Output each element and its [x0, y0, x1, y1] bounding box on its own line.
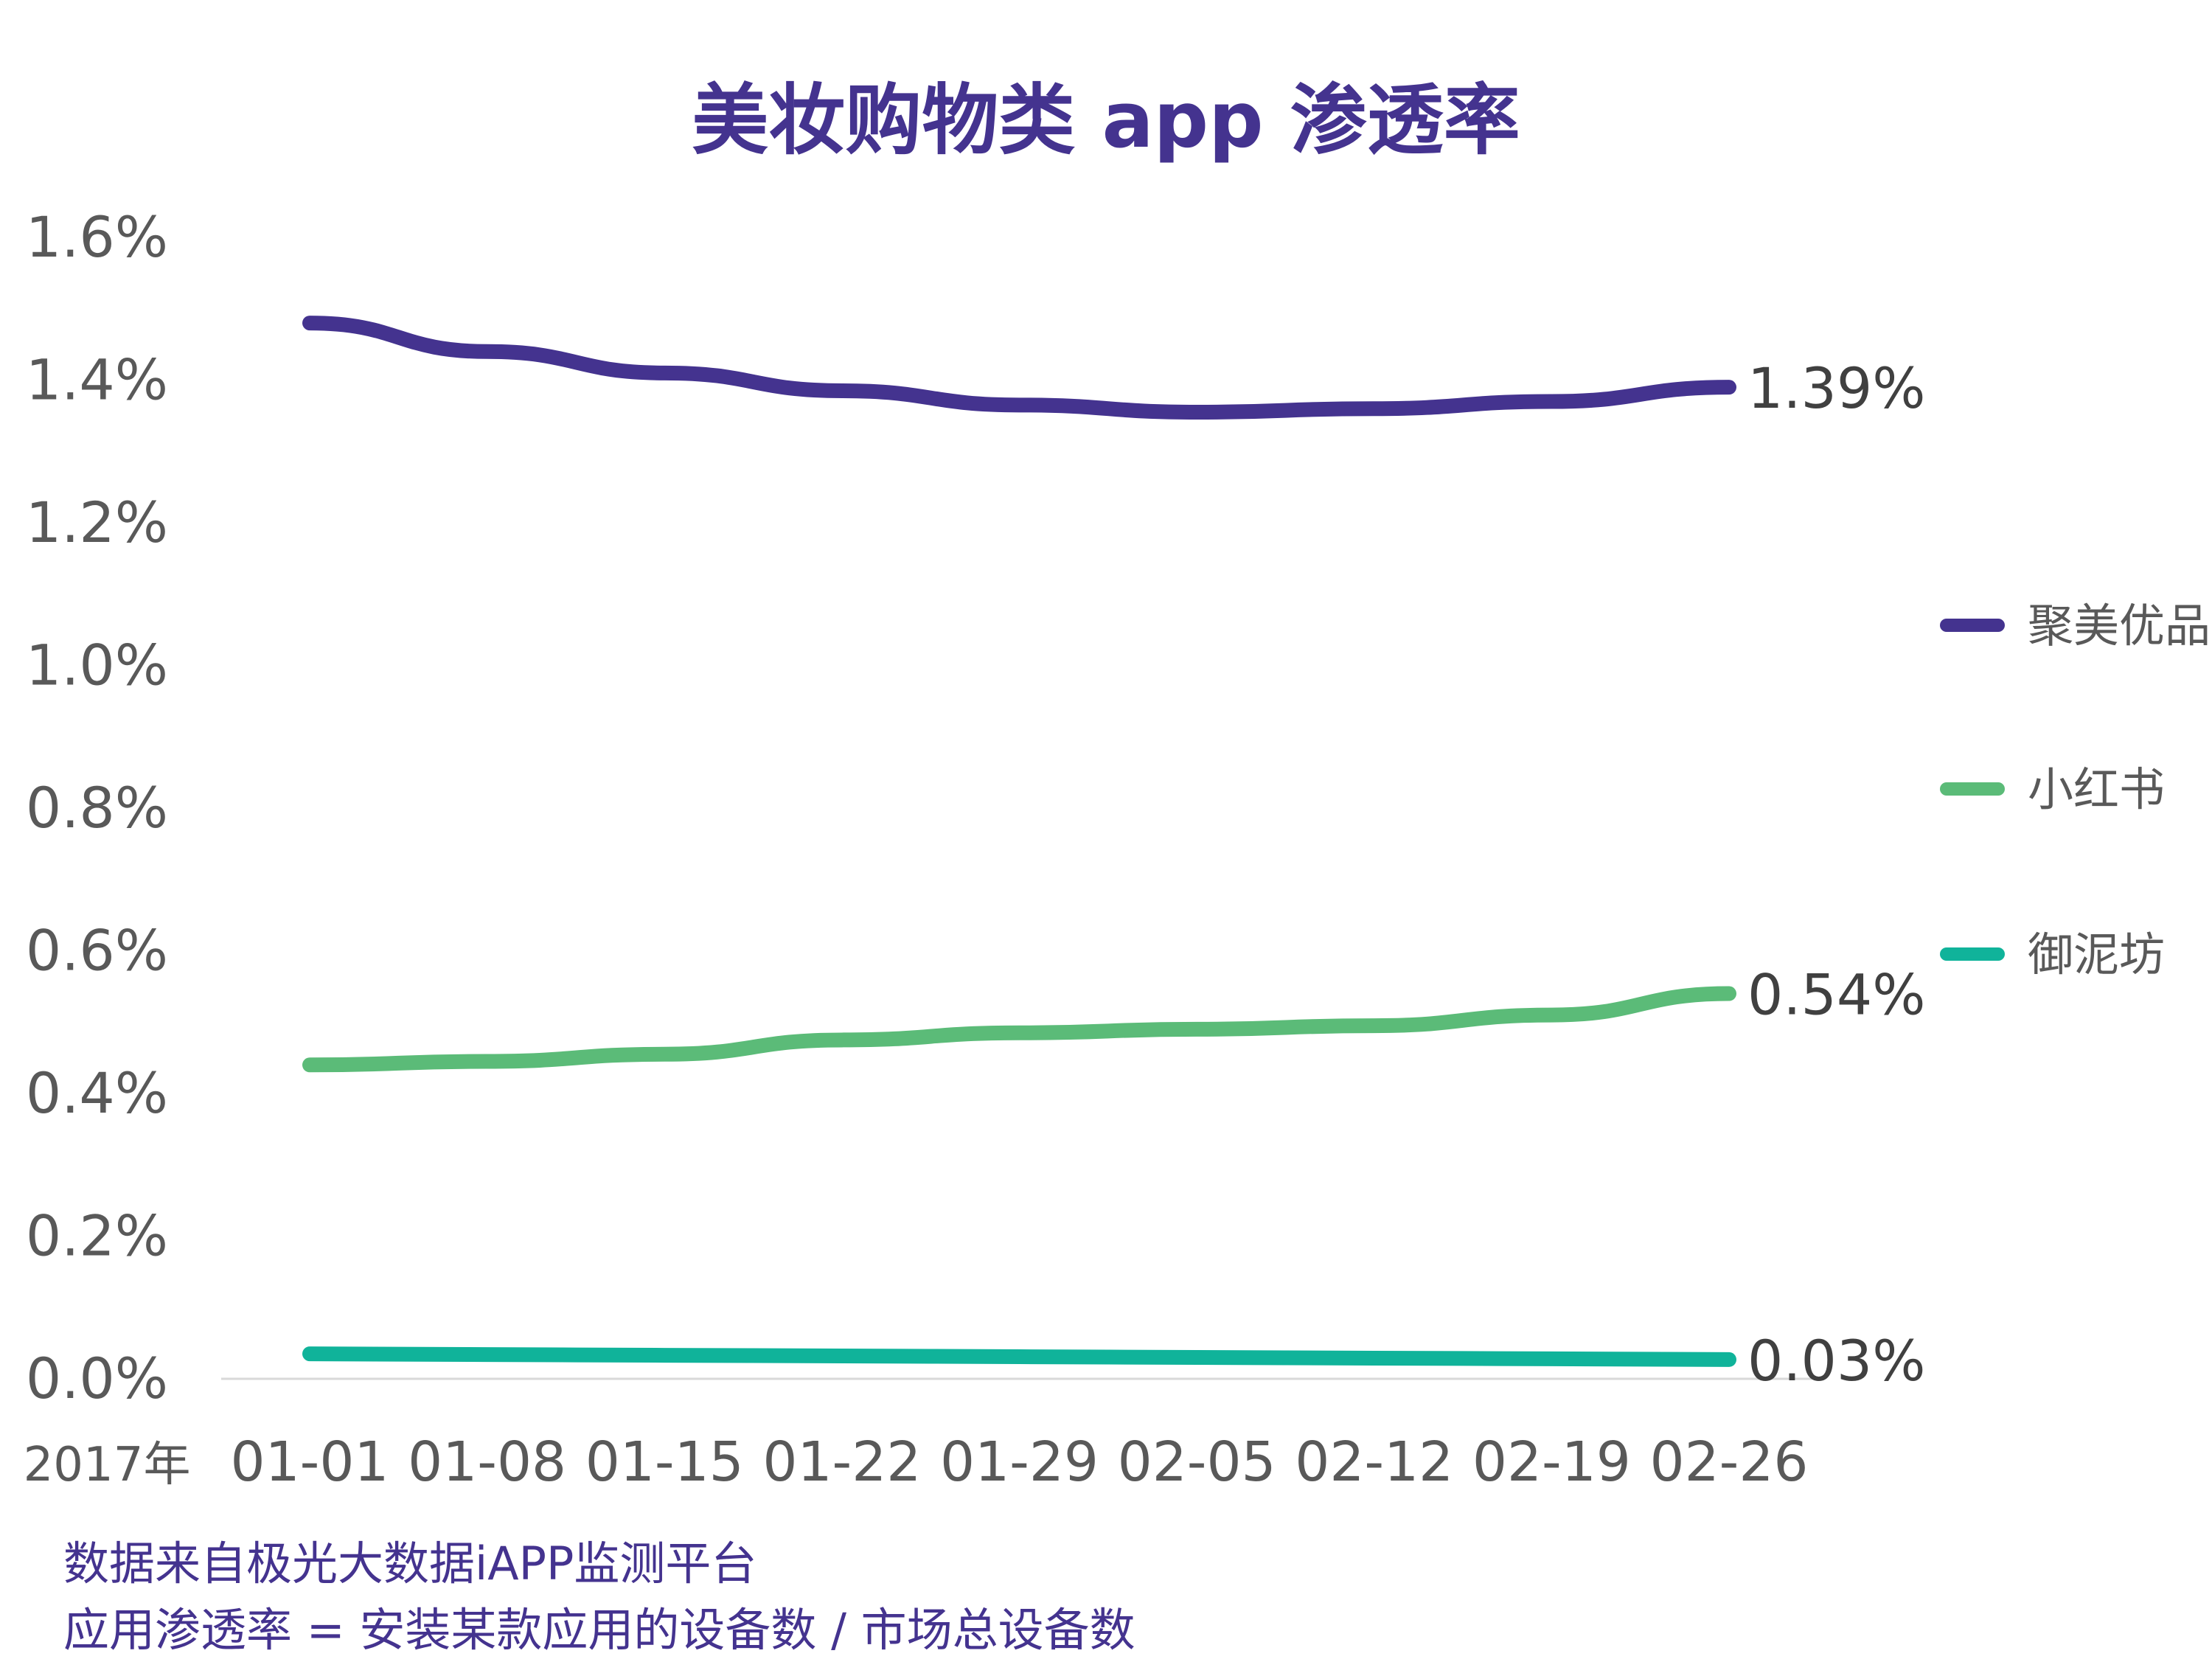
x-tick-label: 01-29: [940, 1430, 1099, 1494]
y-tick-label: 0.2%: [26, 1203, 168, 1269]
y-tick-label: 0.6%: [26, 918, 168, 984]
definition-note: 应用渗透率 = 安装某款应用的设备数 / 市场总设备数: [63, 1603, 1135, 1657]
x-tick-label: 02-26: [1649, 1430, 1808, 1494]
y-tick-label: 0.0%: [26, 1346, 168, 1411]
y-tick-label: 0.8%: [26, 775, 168, 841]
y-tick-label: 1.4%: [26, 347, 168, 413]
series-line: [302, 986, 1736, 1073]
y-tick-label: 1.2%: [26, 490, 168, 555]
x-tick-label: 01-22: [762, 1430, 921, 1494]
legend-label: 聚美优品: [2028, 599, 2211, 653]
end-labels: 1.39% 0.54% 0.03%: [1747, 355, 1925, 1394]
x-tick-label: 01-01: [230, 1430, 389, 1494]
y-tick-label: 1.0%: [26, 633, 168, 698]
chart-title: 美妆购物类 app 渗透率: [692, 75, 1520, 165]
x-tick-label: 01-08: [408, 1430, 566, 1494]
x-tick-label: 02-12: [1295, 1430, 1453, 1494]
data-label: 1.39%: [1747, 355, 1925, 421]
x-tick-label: 02-19: [1472, 1430, 1631, 1494]
x-tick-label: 02-05: [1118, 1430, 1276, 1494]
series-line: [302, 316, 1736, 420]
y-tick-label: 0.4%: [26, 1060, 168, 1126]
x-axis-ticks: 01-01 01-08 01-15 01-22 01-29 02-05 02-12 02-19…: [230, 1430, 1808, 1494]
legend-label: 小红书: [2028, 762, 2165, 816]
series-line: [302, 1346, 1736, 1367]
data-label: 0.54%: [1747, 962, 1925, 1028]
series-lines: [302, 316, 1736, 1367]
x-axis-label: 2017年: [24, 1438, 191, 1492]
source-note: 数据来自极光大数据iAPP监测平台: [63, 1537, 757, 1590]
legend-label: 御泥坊: [2028, 928, 2165, 981]
data-label: 0.03%: [1747, 1328, 1925, 1394]
x-tick-label: 01-15: [585, 1430, 744, 1494]
y-tick-label: 1.6%: [26, 204, 168, 270]
y-axis-ticks: 0.0% 0.2% 0.4% 0.6% 0.8% 1.0% 1.2% 1.4% 1.6%: [26, 204, 168, 1411]
